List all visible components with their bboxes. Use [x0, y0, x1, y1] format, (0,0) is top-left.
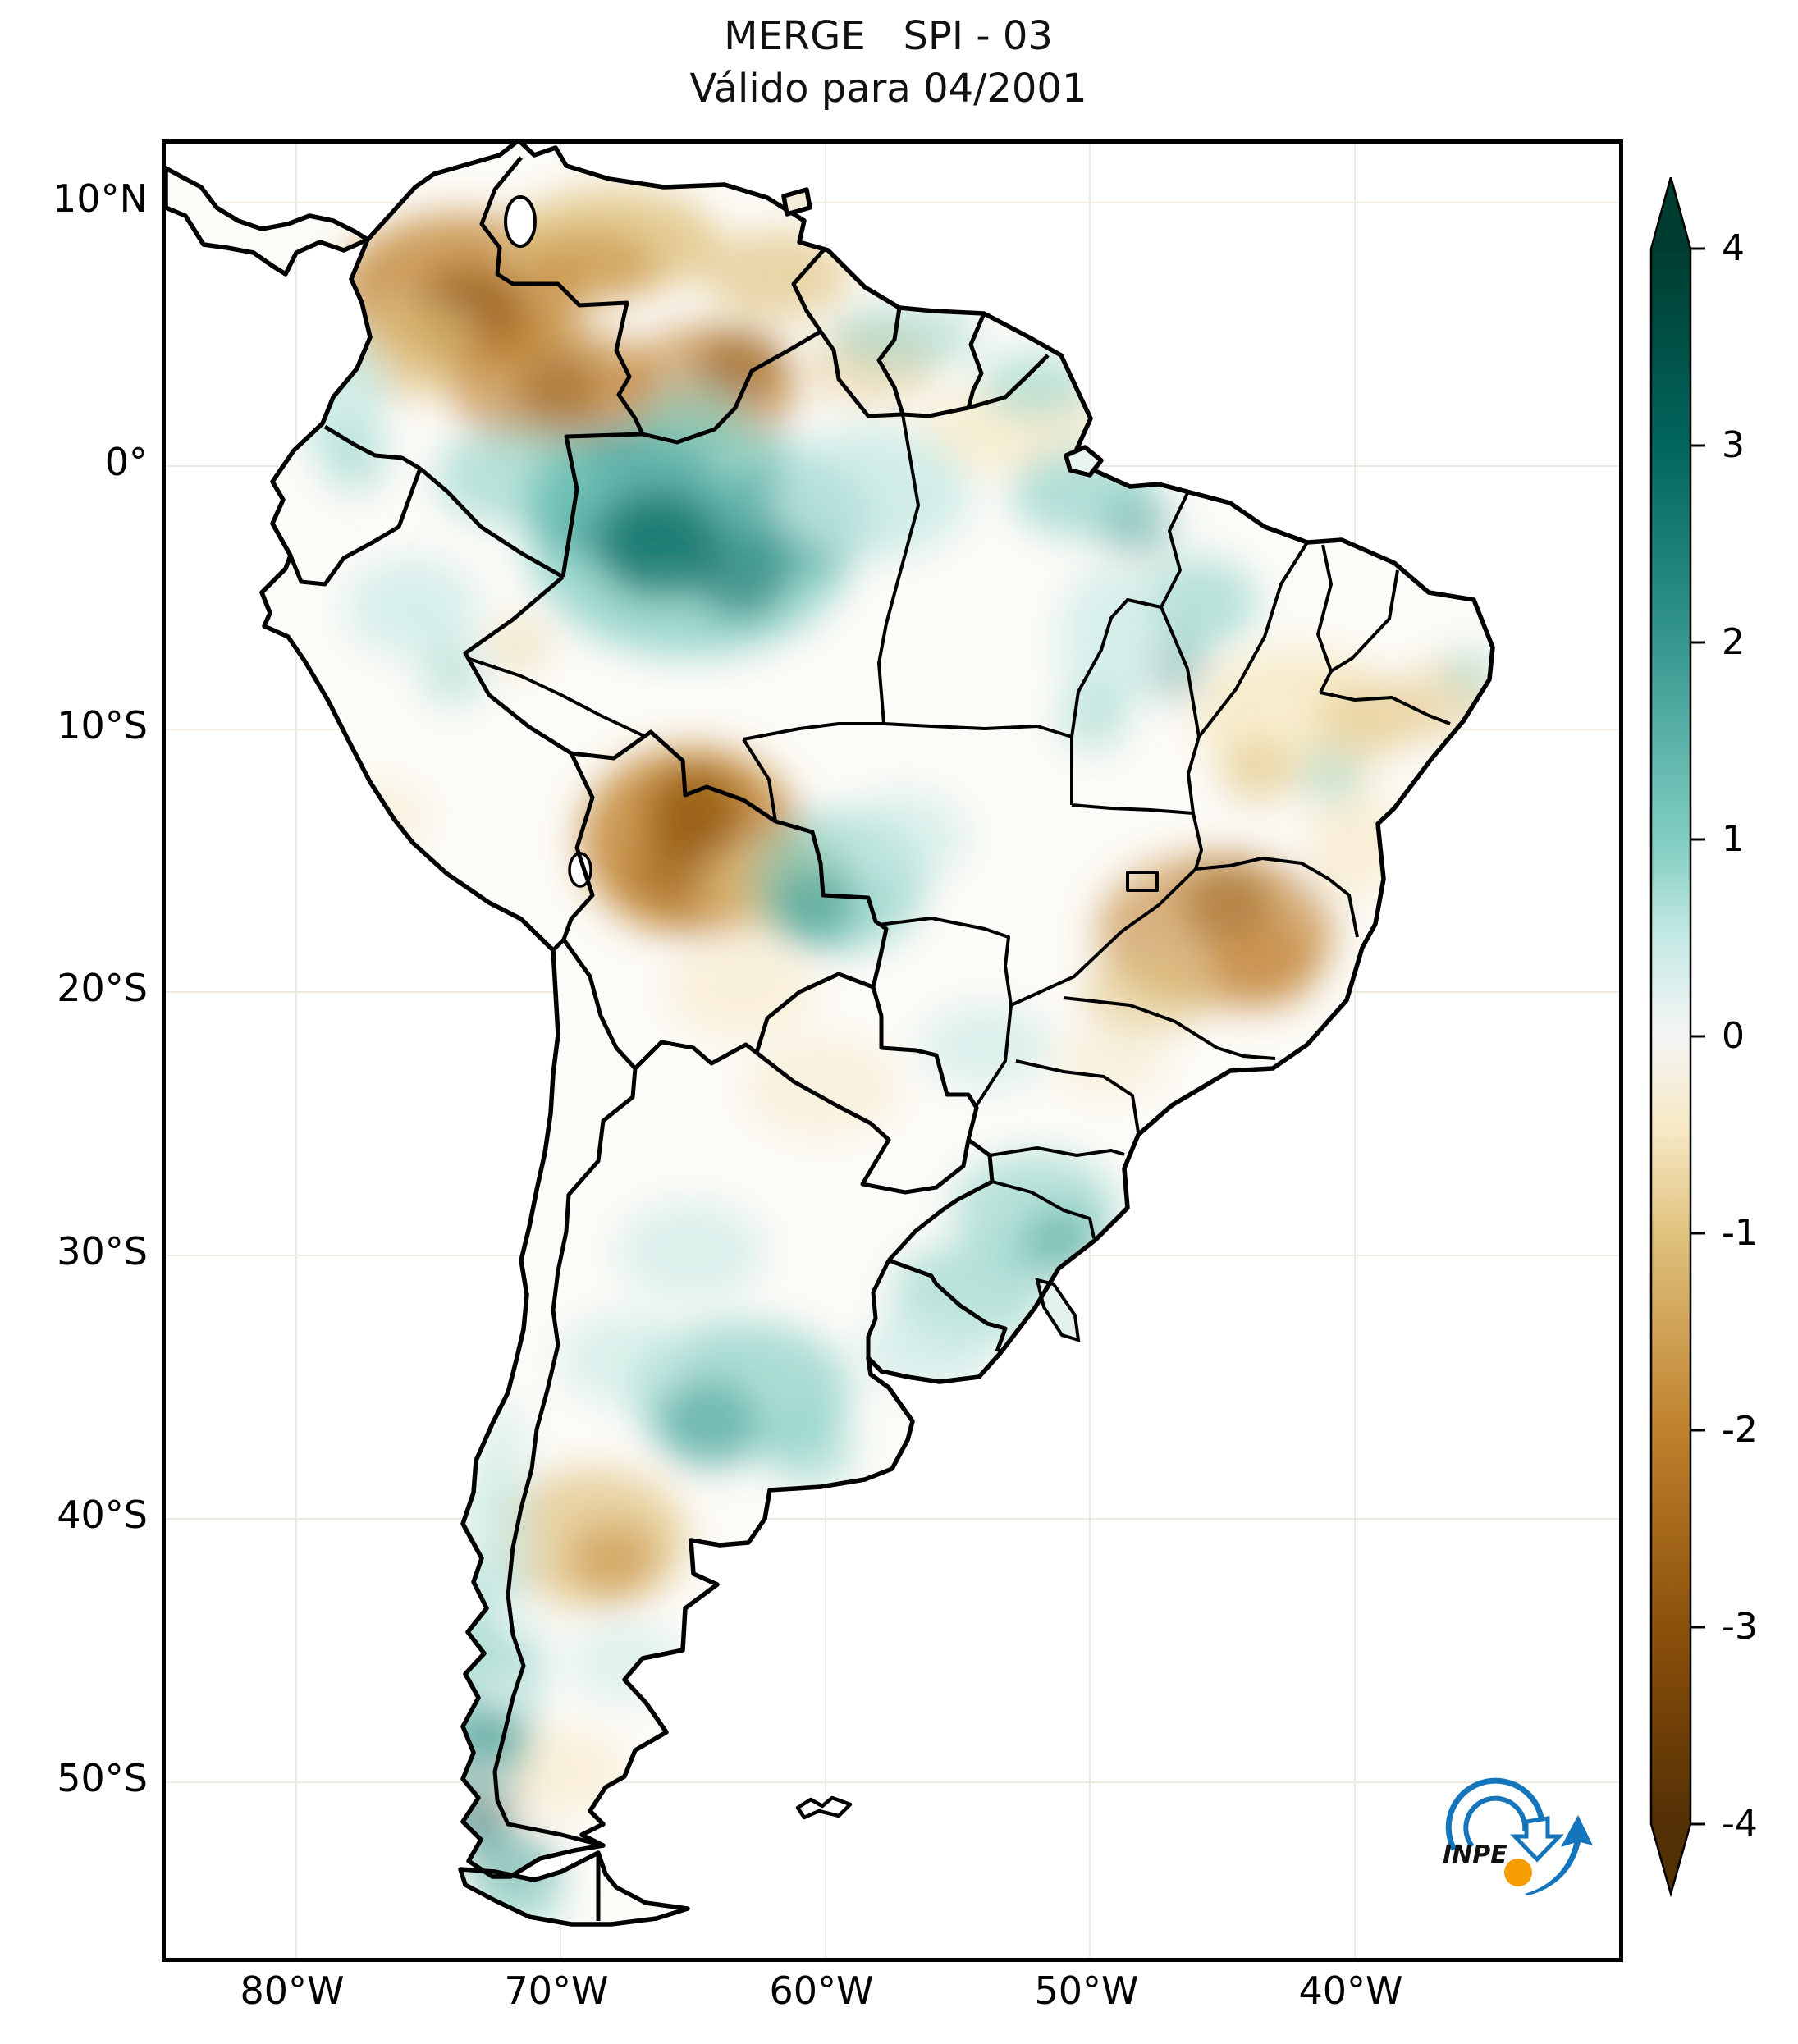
lon-tick-40w: 40°W [1298, 1969, 1403, 2013]
lat-tick-30s: 30°S [57, 1229, 148, 1273]
cbar-tick-1: 1 [1722, 818, 1745, 860]
colorbar-extend-max-arrow [1651, 177, 1690, 249]
cbar-tick-m4: -4 [1722, 1803, 1758, 1845]
map-title: MERGE SPI - 03 [724, 13, 1053, 59]
map-subtitle: Válido para 04/2001 [689, 66, 1087, 112]
coastlines [166, 144, 1495, 1927]
country-borders [288, 156, 1050, 1921]
lat-tick-10s: 10°S [57, 703, 148, 748]
cbar-tick-2: 2 [1722, 621, 1745, 663]
colorbar-tick-marks [1690, 247, 1705, 1826]
state-borders [469, 414, 1451, 1239]
inpe-logo-orange-dot-icon [1504, 1859, 1532, 1886]
inpe-logo-inner-orbit-icon [1463, 1795, 1528, 1848]
lat-tick-50s: 50°S [57, 1756, 148, 1800]
inpe-logo-down-arrow-icon [1510, 1816, 1564, 1863]
cbar-tick-0: 0 [1722, 1015, 1745, 1057]
lon-tick-50w: 50°W [1034, 1969, 1139, 2013]
cbar-tick-4: 4 [1722, 227, 1745, 269]
inpe-logo: INPE [1443, 1777, 1593, 1895]
south-america-map [166, 144, 1619, 1958]
lat-tick-0: 0° [104, 440, 148, 484]
cbar-tick-m2: -2 [1722, 1409, 1758, 1451]
lon-tick-80w: 80°W [240, 1969, 345, 2013]
lat-tick-40s: 40°S [57, 1493, 148, 1537]
lat-tick-10n: 10°N [53, 176, 148, 221]
cbar-tick-m3: -3 [1722, 1606, 1758, 1648]
inpe-logo-up-arrow-icon [1525, 1815, 1593, 1895]
inpe-logo-text: INPE [1443, 1841, 1507, 1869]
colorbar-extend-min-arrow [1651, 1824, 1690, 1894]
inpe-logo-outer-orbit-icon [1445, 1777, 1545, 1851]
cbar-tick-m1: -1 [1722, 1212, 1758, 1254]
cbar-tick-3: 3 [1722, 424, 1745, 466]
lon-tick-60w: 60°W [769, 1969, 874, 2013]
colorbar-gradient [1651, 249, 1690, 1824]
colorbar [1649, 177, 1705, 1897]
map-plot-area [162, 139, 1623, 1962]
lat-tick-20s: 20°S [57, 966, 148, 1010]
lon-tick-70w: 70°W [504, 1969, 609, 2013]
